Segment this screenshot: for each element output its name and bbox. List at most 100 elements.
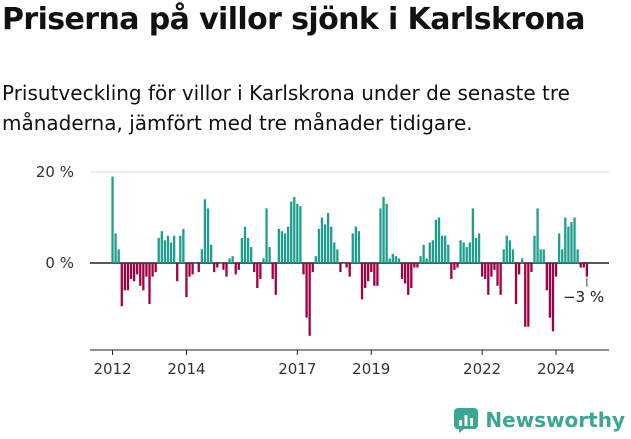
newsworthy-logo-icon (454, 408, 479, 433)
bar (425, 258, 428, 263)
bar (548, 263, 552, 318)
bar (471, 208, 475, 263)
bar (219, 263, 222, 264)
bar (554, 263, 558, 277)
bar (456, 263, 459, 268)
bar (148, 263, 151, 304)
brand-name: Newsworthy (485, 408, 625, 432)
bar (169, 242, 173, 263)
bar (317, 228, 321, 264)
bar (570, 222, 573, 263)
bar (367, 263, 370, 282)
bar (166, 235, 170, 263)
bar (539, 249, 542, 263)
last-value-label: −3 % (563, 288, 604, 306)
brand-logo[interactable]: Newsworthy (453, 407, 625, 433)
bar (280, 231, 284, 263)
bar (376, 263, 379, 286)
chart-subtitle: Prisutveckling för villor i Karlskrona u… (2, 81, 570, 135)
bar (360, 263, 364, 300)
bar (296, 203, 299, 263)
bar (474, 237, 478, 263)
bar (582, 263, 585, 268)
bar (437, 217, 441, 263)
bar (197, 263, 200, 273)
bar (487, 263, 490, 295)
bar (505, 235, 508, 263)
bar (222, 263, 225, 270)
bar (286, 226, 290, 263)
bar (209, 244, 213, 263)
bar (126, 263, 130, 291)
bar (290, 201, 293, 263)
bar (391, 253, 394, 263)
bar (450, 263, 453, 279)
bar (345, 263, 348, 268)
bar (484, 263, 487, 279)
bar (517, 263, 521, 275)
bar (253, 263, 256, 273)
bar (311, 263, 314, 273)
bar (132, 263, 136, 282)
bar (521, 258, 524, 263)
bar (493, 263, 496, 270)
bar (259, 263, 262, 279)
bar (323, 224, 327, 263)
bar (567, 226, 570, 263)
bar (397, 258, 401, 263)
bar (585, 263, 589, 277)
bar (185, 263, 188, 298)
x-tick-label: 2017 (278, 360, 316, 378)
bar (385, 203, 388, 263)
bar (511, 249, 515, 263)
x-tick-label: 2019 (352, 360, 390, 378)
bar (194, 263, 197, 264)
bar (431, 240, 435, 263)
bar (502, 249, 505, 263)
bar (434, 219, 438, 264)
y-tick-label: 20 % (36, 163, 74, 181)
bar (320, 217, 324, 263)
bar (490, 263, 493, 277)
bar (213, 263, 216, 273)
bar (363, 263, 367, 289)
bar (545, 263, 548, 291)
bar (117, 249, 120, 263)
bar (262, 258, 265, 263)
bar (330, 226, 333, 263)
bar (154, 263, 157, 273)
bar (354, 226, 358, 263)
bar (326, 212, 330, 263)
bar (388, 258, 391, 263)
bar (551, 263, 555, 332)
bar (240, 237, 244, 263)
bar (136, 263, 139, 275)
bar (283, 233, 287, 263)
bar (573, 217, 576, 263)
bar (357, 231, 361, 263)
bar (293, 197, 296, 263)
bar (139, 263, 142, 286)
bar (533, 235, 536, 263)
bar (145, 263, 148, 277)
bar (564, 217, 567, 263)
bar (268, 247, 271, 263)
bar (508, 240, 512, 263)
bar (308, 263, 311, 336)
bar (447, 244, 450, 263)
bar (576, 249, 579, 263)
bar (114, 233, 117, 263)
bar (527, 263, 530, 327)
bar (203, 199, 207, 263)
bar (524, 263, 527, 327)
bar (111, 176, 114, 263)
bar (191, 263, 194, 275)
bar (400, 263, 404, 279)
bar (151, 263, 154, 277)
bar (234, 263, 237, 275)
bar (271, 263, 274, 279)
bar (477, 233, 481, 263)
bar (237, 263, 240, 270)
bar (379, 208, 382, 263)
bar (243, 226, 247, 263)
